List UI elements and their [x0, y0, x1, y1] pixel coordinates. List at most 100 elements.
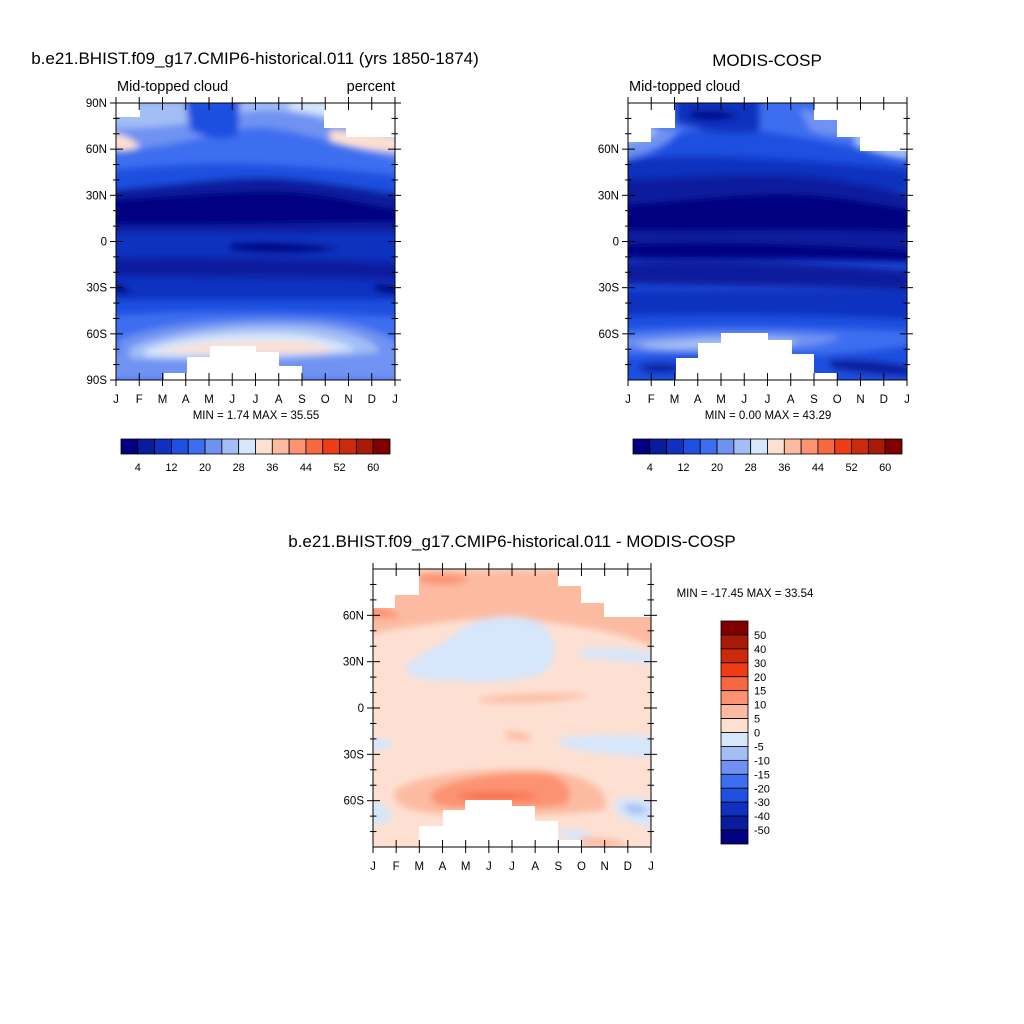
p2-colorbar-box — [783, 438, 802, 455]
panel-model-min-max: MIN = 1.74 MAX = 35.55 — [193, 410, 320, 422]
p1-x-tick-label: D — [368, 394, 376, 406]
panel-diff-axes: 60N 30N 0 30S 60S J F M A M J J A S O N D J — [343, 563, 657, 873]
p2-y-tick-label: 30S — [599, 283, 620, 295]
p1-y-tick-label: 30S — [87, 283, 108, 295]
p3-colorbar-box — [720, 787, 749, 803]
p3-y-tick-label: 30N — [343, 657, 364, 669]
p2-x-tick-label: A — [694, 394, 702, 406]
p3-y-tick-label: 0 — [358, 703, 364, 715]
p2-colorbar-box — [834, 438, 852, 455]
p1-colorbar-box — [221, 438, 240, 455]
p1-colorbar-label: 60 — [367, 462, 379, 474]
p1-colorbar-box — [238, 438, 256, 455]
panel-model: b.e21.BHIST.f09_g17.CMIP6-historical.011… — [31, 49, 479, 474]
p3-colorbar-box — [720, 676, 749, 692]
p2-colorbar-box — [699, 438, 718, 455]
p2-colorbar-box — [867, 438, 886, 455]
p1-x-tick-label: O — [321, 394, 330, 406]
p2-colorbar-label: 4 — [647, 462, 653, 474]
p1-colorbar-box — [154, 438, 172, 455]
p3-colorbar-label: -10 — [754, 755, 770, 767]
panel-model-title: b.e21.BHIST.f09_g17.CMIP6-historical.011… — [31, 49, 479, 68]
p3-colorbar-box — [720, 773, 749, 789]
p3-x-tick-label: J — [648, 861, 654, 873]
p2-colorbar-label: 28 — [745, 462, 757, 474]
p3-colorbar-box — [720, 759, 749, 775]
panel-model-colorbar: 4 12 20 28 36 44 52 60 — [120, 438, 391, 474]
p1-y-tick-label: 90S — [87, 375, 108, 387]
p2-y-tick-label: 60N — [598, 144, 619, 156]
p2-x-tick-label: F — [648, 394, 655, 406]
p1-x-tick-label: F — [136, 394, 143, 406]
p1-colorbar-box — [288, 438, 307, 455]
p3-colorbar-label: 40 — [754, 644, 766, 656]
p3-colorbar-label: -15 — [754, 769, 770, 781]
p2-x-tick-label: M — [670, 394, 680, 406]
p2-colorbar-box — [851, 438, 869, 455]
p2-x-tick-label: N — [856, 394, 864, 406]
p2-colorbar-box — [632, 438, 651, 455]
p1-colorbar-box — [322, 438, 340, 455]
p2-colorbar-box — [884, 438, 903, 455]
p3-x-tick-label: J — [486, 861, 492, 873]
p3-x-tick-label: F — [393, 861, 400, 873]
p3-x-tick-label: O — [577, 861, 586, 873]
p2-colorbar-box — [767, 438, 785, 455]
p3-y-tick-label: 60N — [343, 610, 364, 622]
panel-model-axes: 90N 60N 30N 0 30S 60S 90S J F M A M J J A S O N D J — [86, 97, 401, 406]
p2-colorbar-label: 52 — [845, 462, 857, 474]
p3-x-tick-label: S — [554, 861, 562, 873]
p3-colorbar-label: 0 — [754, 728, 760, 740]
p2-x-tick-label: M — [716, 394, 726, 406]
p3-colorbar-box — [720, 815, 749, 831]
p3-colorbar-label: 50 — [754, 630, 766, 642]
p2-x-tick-label: S — [810, 394, 818, 406]
p1-colorbar-label: 20 — [199, 462, 211, 474]
p1-x-tick-label: S — [298, 394, 306, 406]
p3-colorbar-label: 15 — [754, 686, 766, 698]
p1-y-tick-label: 0 — [101, 237, 107, 249]
p3-y-tick-label: 30S — [344, 749, 365, 761]
p1-colorbar-label: 52 — [333, 462, 345, 474]
p2-colorbar-box — [649, 438, 668, 455]
p1-colorbar-box — [339, 438, 357, 455]
p3-colorbar-box — [720, 732, 749, 747]
p3-x-tick-label: D — [624, 861, 632, 873]
p3-colorbar-box — [720, 829, 749, 845]
p3-colorbar-box — [720, 648, 749, 664]
p2-colorbar-box — [716, 438, 735, 455]
p2-y-tick-label: 0 — [613, 237, 619, 249]
p3-x-tick-label: J — [509, 861, 515, 873]
p1-colorbar-label: 36 — [266, 462, 278, 474]
p2-x-tick-label: J — [765, 394, 771, 406]
panel-diff-title: b.e21.BHIST.f09_g17.CMIP6-historical.011… — [288, 532, 736, 551]
panel-obs-min-max: MIN = 0.00 MAX = 43.29 — [705, 410, 832, 422]
p1-x-tick-label: A — [275, 394, 283, 406]
p3-x-tick-label: N — [601, 861, 609, 873]
p3-x-tick-label: A — [439, 861, 447, 873]
panel-model-units: percent — [347, 79, 395, 95]
p2-colorbar-box — [666, 438, 684, 455]
p2-colorbar-box — [683, 438, 701, 455]
p3-colorbar-label: 20 — [754, 672, 766, 684]
panel-model-contour-field — [116, 103, 395, 380]
p3-x-tick-label: J — [370, 861, 376, 873]
p2-x-tick-label: D — [880, 394, 888, 406]
p3-colorbar-box — [720, 634, 749, 650]
p1-colorbar-box — [305, 438, 324, 455]
panel-obs-axes: 60N 30N 0 30S 60S J F M A M J J A S O N D J — [598, 97, 913, 406]
p3-x-tick-label: M — [461, 861, 471, 873]
p2-colorbar-box — [733, 438, 752, 455]
p1-x-tick-label: J — [113, 394, 119, 406]
p3-x-tick-label: M — [415, 861, 425, 873]
p3-colorbar-box — [720, 690, 749, 706]
p1-colorbar-box — [187, 438, 206, 455]
p2-colorbar-label: 20 — [711, 462, 723, 474]
p2-colorbar-label: 44 — [812, 462, 824, 474]
p2-x-tick-label: J — [741, 394, 747, 406]
panel-obs-colorbar: 4 12 20 28 36 44 52 60 — [632, 438, 903, 474]
p3-colorbar-box — [720, 662, 749, 678]
p3-colorbar-box — [720, 746, 749, 761]
p2-y-tick-label: 60S — [599, 329, 620, 341]
